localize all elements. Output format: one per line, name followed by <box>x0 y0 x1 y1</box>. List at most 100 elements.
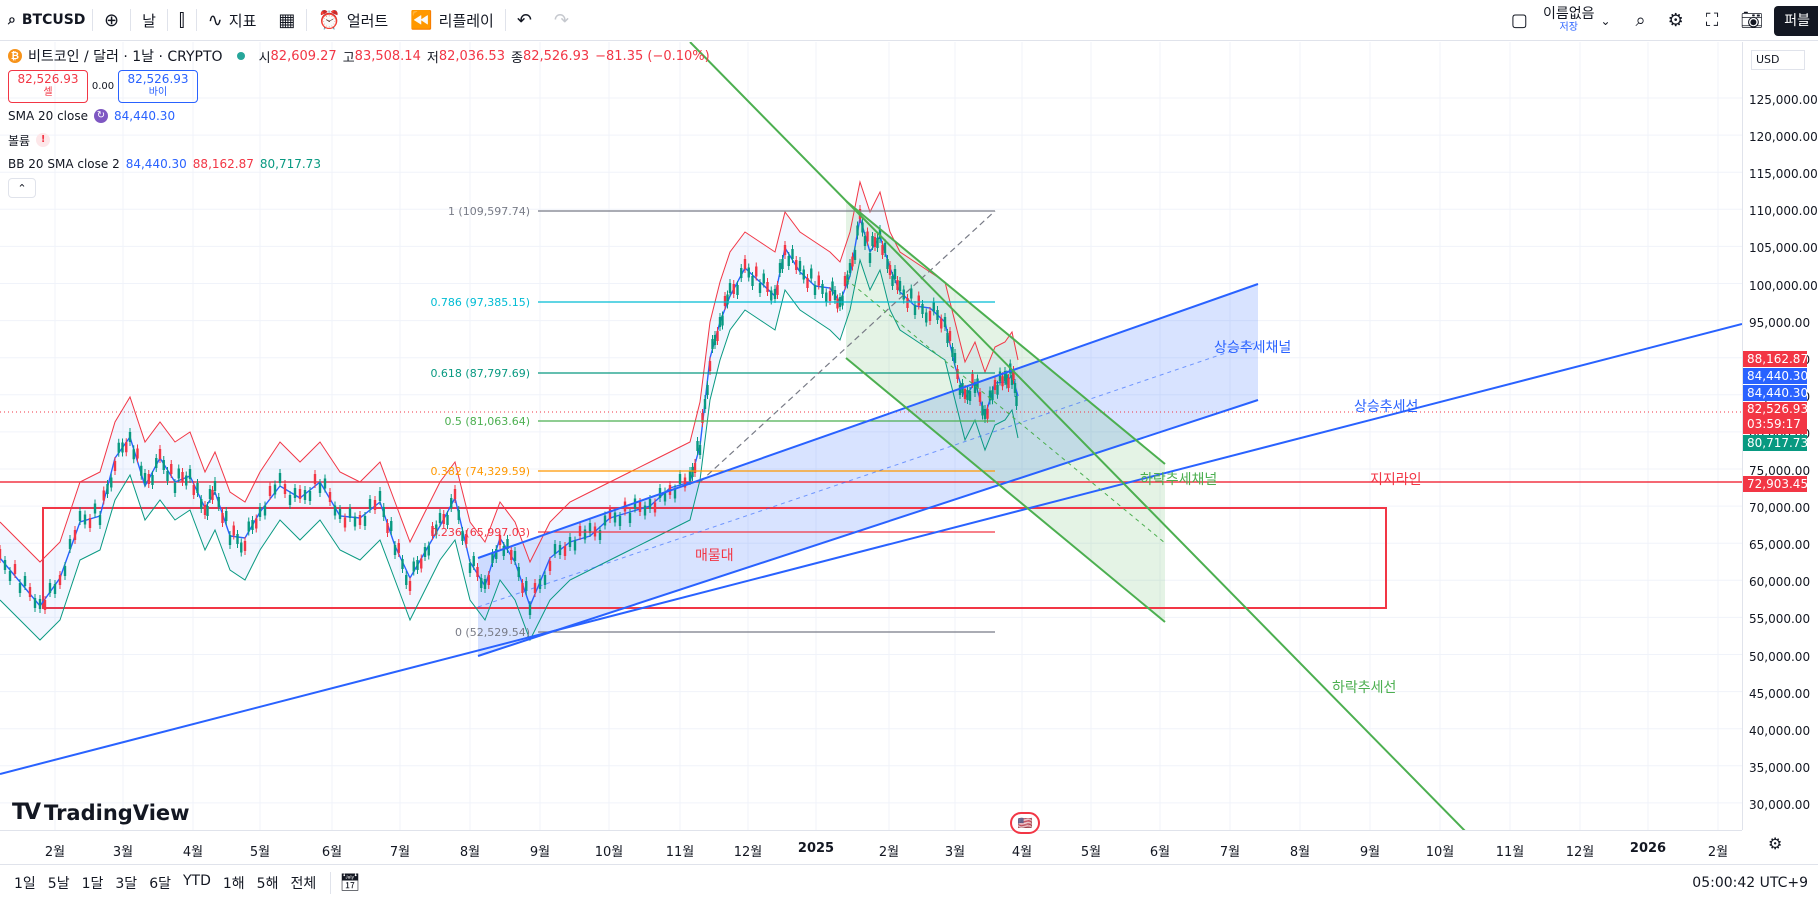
candle-body <box>588 523 592 533</box>
chart-canvas[interactable]: 1 (109,597.74) 0.786 (97,385.15) 0.618 (87… <box>0 42 1742 830</box>
chart-pane[interactable]: 1 (109,597.74) 0.786 (97,385.15) 0.618 (87… <box>0 42 1742 830</box>
templates-button[interactable]: ▦ <box>267 0 306 41</box>
candle-body <box>568 537 572 547</box>
candle-body <box>480 578 483 588</box>
bottom-toolbar: 1일 5날 1달 3달 6달 YTD 1해 5해 전체 📅︎ 05:00:42 UTC+9 <box>0 864 1818 900</box>
candle-body <box>166 471 169 481</box>
down-trend-label: 하락추세선 <box>1332 680 1396 696</box>
sma-legend-row[interactable]: SMA 20 close ↻ 84,440.30 <box>8 104 710 128</box>
rewind-icon: ⏪ <box>410 9 433 31</box>
symbol-search[interactable]: ⌕ BTCUSD <box>0 0 92 41</box>
candle-body <box>876 238 879 248</box>
screenshot-button[interactable]: 📷︎ <box>1729 0 1774 41</box>
price-tick-label: 60,000.00 <box>1749 575 1811 590</box>
time-tick-label: 3월 <box>112 845 134 860</box>
bb-legend-row[interactable]: BB 20 SMA close 2 84,440.30 88,162.87 80… <box>8 152 710 176</box>
replay-button[interactable]: ⏪ 리플레이 <box>399 0 505 41</box>
grid-icon: ▦ <box>278 9 296 31</box>
candle-body <box>856 225 859 236</box>
us-flag-event-icon[interactable]: 🇺🇸 <box>1010 812 1040 834</box>
candle-body <box>273 484 277 495</box>
layout-dropdown[interactable]: ⌄ <box>1598 0 1624 41</box>
candle-body <box>608 509 612 519</box>
candle-body <box>776 285 779 295</box>
interval-label: 날 <box>142 11 156 30</box>
alert-button[interactable]: ⏰ 얼러트 <box>307 0 399 41</box>
bb-upper-price-label: 88,162.87 <box>1743 351 1808 367</box>
divider <box>504 9 506 31</box>
candle-body <box>323 478 327 489</box>
range-button-8[interactable]: 전체 <box>290 875 317 892</box>
range-button-4[interactable]: 6달 <box>149 875 171 892</box>
price-tick-label: 120,000.00 <box>1749 130 1818 145</box>
candle-body <box>121 442 124 453</box>
candle-body <box>328 492 332 502</box>
redo-button[interactable]: ↷ <box>543 0 580 41</box>
undo-button[interactable]: ↶ <box>506 0 543 41</box>
price-tick-label: 95,000.00 <box>1749 315 1811 330</box>
candle-body <box>718 317 722 327</box>
time-axis[interactable]: 2월 3월 4월 5월 6월 7월 8월 9월 10월 11월 12월 2025 2월 3월 4월 5월 6월 7… <box>0 830 1742 864</box>
candle-body <box>628 513 632 523</box>
candle-body <box>468 563 472 573</box>
clock[interactable]: 05:00:42 UTC+9 <box>1692 875 1808 891</box>
up-trend-line <box>0 323 1742 775</box>
chart-settings-button[interactable]: ⚙ <box>1768 834 1782 853</box>
candle-body <box>910 288 913 299</box>
candle-body <box>196 483 199 493</box>
candle-body <box>866 231 869 242</box>
candle-body <box>358 515 362 525</box>
candle-body <box>996 384 999 395</box>
candle-body <box>240 542 243 553</box>
tradingview-logo[interactable]: 𝗧𝗩 TradingView <box>12 800 190 825</box>
candle-body <box>828 291 832 301</box>
range-button-0[interactable]: 1일 <box>14 875 36 892</box>
fib-level-label: 0.5 (81,063.64) <box>444 415 530 428</box>
time-tick-label: 7월 <box>389 845 411 860</box>
calendar-icon[interactable]: 📅︎ <box>339 872 361 893</box>
candle-body <box>158 449 162 459</box>
candle-body <box>136 448 139 459</box>
candle-body <box>140 465 143 476</box>
publish-button[interactable]: 퍼블 <box>1774 5 1818 36</box>
range-button-6[interactable]: 1해 <box>222 875 245 892</box>
candle-body <box>1003 371 1007 381</box>
range-button-7[interactable]: 5해 <box>256 875 279 892</box>
sell-button[interactable]: 82,526.93 셀 <box>8 69 88 103</box>
range-button-3[interactable]: 3달 <box>115 875 138 892</box>
candle-body <box>243 541 247 551</box>
sma-price-text: 84,440.30 <box>1747 369 1809 383</box>
range-button-1[interactable]: 5날 <box>47 875 70 892</box>
legend-collapse-button[interactable]: ⌃ <box>8 178 36 198</box>
fullscreen-button[interactable]: ⛶ <box>1695 0 1730 41</box>
candle-body <box>843 276 847 286</box>
candle-body <box>798 261 802 271</box>
date-ranges: 1일 5날 1달 3달 6달 YTD 1해 5해 전체 <box>0 873 322 893</box>
add-symbol-button[interactable]: ⊕ <box>93 0 130 41</box>
indicators-button[interactable]: ∿ 지표 <box>197 0 268 41</box>
candle-body <box>871 236 874 246</box>
settings-button[interactable]: ⚙ <box>1657 0 1695 41</box>
fib-level-label: 0.618 (87,797.69) <box>430 367 530 380</box>
range-button-2[interactable]: 1달 <box>81 875 104 892</box>
candle-body <box>333 505 337 516</box>
currency-selector[interactable]: USD <box>1751 50 1805 70</box>
candle-body <box>711 339 714 349</box>
buy-button[interactable]: 82,526.93 바이 <box>118 69 198 103</box>
candle-body <box>53 584 57 594</box>
volume-legend-row[interactable]: 볼륨 ! <box>8 128 710 152</box>
price-axis[interactable]: USD 125,000.00 120,000.00 115,000.00 110,00… <box>1742 42 1818 830</box>
chart-type-button[interactable]: ⫿ <box>168 0 196 41</box>
candle-body <box>708 361 712 371</box>
candle-body <box>921 304 924 314</box>
candle-body <box>33 598 37 608</box>
symbol-title[interactable]: 비트코인 / 달러 · 1날 · CRYPTO <box>28 49 223 65</box>
layout-toggle-button[interactable]: ▢ <box>1500 0 1539 41</box>
candle-body <box>348 508 352 518</box>
time-tick-label: 8월 <box>459 845 481 860</box>
quick-search-button[interactable]: ⌕ <box>1625 0 1657 41</box>
layout-name-button[interactable]: 이름없음 저장 <box>1539 0 1599 41</box>
interval-button[interactable]: 날 <box>131 0 167 41</box>
candle-body <box>846 274 849 285</box>
range-button-5[interactable]: YTD <box>182 872 211 889</box>
